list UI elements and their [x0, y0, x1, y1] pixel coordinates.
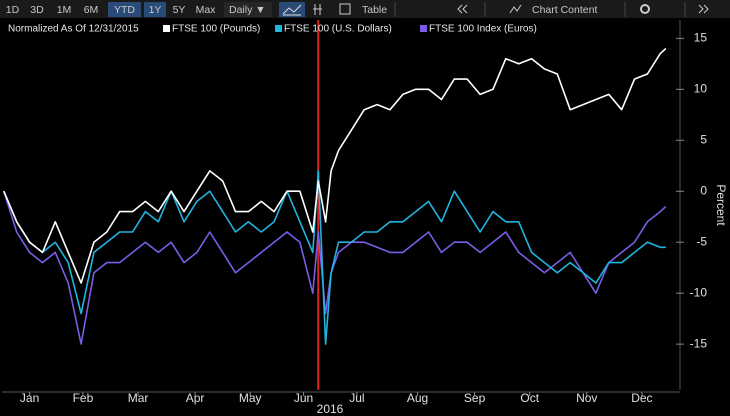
range-button[interactable]: 1M: [57, 4, 72, 16]
series-line: [3, 170, 666, 345]
x-tick-label: Nov: [576, 391, 597, 405]
table-button[interactable]: Table: [362, 4, 387, 16]
table-icon: [339, 3, 351, 15]
frequency-select[interactable]: Daily ▼: [229, 4, 266, 16]
legend-label: FTSE 100 Index (Euros): [429, 24, 537, 35]
y-axis-label: Percent: [714, 184, 728, 226]
x-tick-label: Jul: [349, 391, 364, 405]
y-tick-label: 5: [700, 132, 707, 146]
range-button-active: [108, 2, 141, 17]
chart-content-button[interactable]: Chart Content: [532, 4, 597, 16]
toolbar-bg: [0, 0, 730, 18]
y-tick-label: 0: [700, 183, 707, 197]
range-button-active: [144, 2, 166, 17]
range-button[interactable]: Max: [196, 4, 217, 16]
range-button[interactable]: 5Y: [173, 4, 186, 16]
y-tick-label: -5: [696, 234, 707, 248]
legend-label: FTSE 100 (Pounds): [172, 24, 260, 35]
legend-swatch: [420, 25, 427, 32]
x-axis-label: 2016: [317, 402, 344, 416]
range-button[interactable]: 6M: [84, 4, 99, 16]
line-icon-button[interactable]: [279, 2, 305, 17]
x-tick-label: Feb: [73, 391, 94, 405]
x-tick-label: May: [239, 391, 262, 405]
expand-icon[interactable]: [698, 4, 709, 14]
settings-icon[interactable]: [640, 4, 650, 14]
y-tick-label: -15: [690, 336, 708, 350]
series-line: [3, 47, 667, 284]
range-button[interactable]: YTD: [114, 4, 135, 16]
legend-label: FTSE 100 (U.S. Dollars): [284, 24, 392, 35]
legend-swatch: [163, 25, 170, 32]
x-tick-label: Dec: [631, 391, 652, 405]
x-tick-label: Oct: [520, 391, 539, 405]
x-tick-label: Sep: [464, 391, 486, 405]
bars-icon[interactable]: [313, 4, 322, 15]
x-tick-label: Aug: [407, 391, 428, 405]
collapse-icon[interactable]: [457, 4, 468, 14]
y-tick-label: -10: [690, 285, 708, 299]
range-button[interactable]: 1Y: [149, 4, 162, 16]
x-tick-label: Jan: [20, 391, 39, 405]
y-tick-label: 10: [694, 81, 708, 95]
frequency-box: [224, 2, 272, 17]
x-tick-label: Apr: [186, 391, 205, 405]
range-button[interactable]: 3D: [30, 4, 44, 16]
range-button[interactable]: 1D: [6, 4, 20, 16]
toolbar: [0, 0, 730, 18]
line-icon: [282, 4, 302, 15]
x-tick-label: Mar: [128, 391, 149, 405]
legend-subtitle: Normalized As Of 12/31/2015: [8, 24, 139, 35]
x-tick-label: Jun: [294, 391, 313, 405]
content-icon: [509, 4, 522, 14]
legend-swatch: [275, 25, 282, 32]
y-tick-label: 15: [694, 31, 708, 45]
